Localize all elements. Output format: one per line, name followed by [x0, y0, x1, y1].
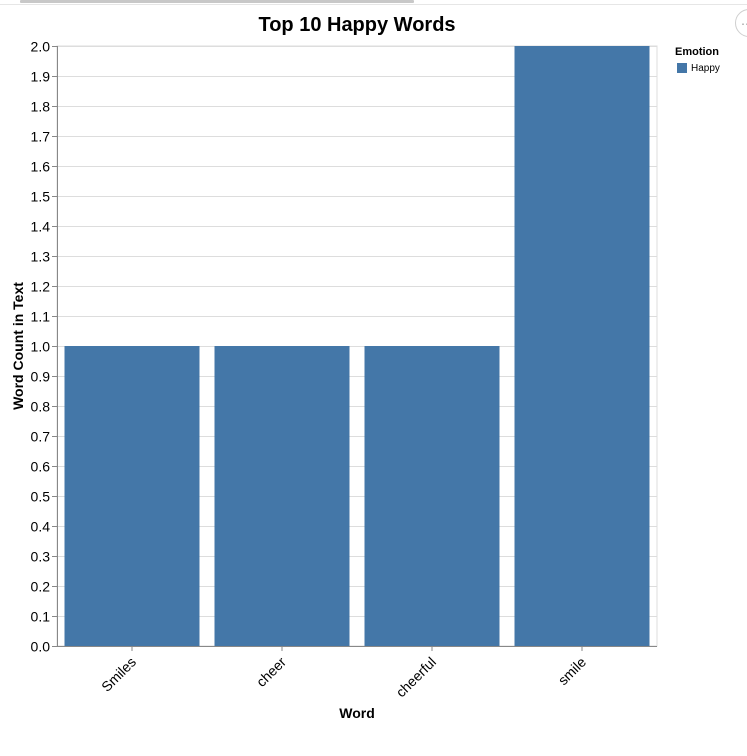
- y-tick-label: 0.2: [31, 579, 51, 595]
- y-tick-label: 2.0: [31, 39, 51, 55]
- bar-smile[interactable]: [514, 46, 650, 646]
- bar-smiles[interactable]: [64, 346, 200, 646]
- y-tick-label: 1.0: [31, 339, 51, 355]
- y-tick-label: 1.8: [31, 99, 51, 115]
- y-tick-label: 0.1: [31, 609, 51, 625]
- y-tick-label: 1.6: [31, 159, 51, 175]
- x-axis-title: Word: [339, 705, 375, 721]
- legend: Emotion Happy: [675, 46, 720, 74]
- y-tick-label: 0.0: [31, 639, 51, 655]
- x-axis: Smiles cheer cheerful smile: [57, 646, 657, 700]
- ellipsis-icon[interactable]: ⋯: [741, 17, 747, 31]
- y-tick-label: 1.4: [31, 219, 51, 235]
- bar-cheer[interactable]: [214, 346, 350, 646]
- x-tick-label: smile: [555, 654, 590, 689]
- bar-cheerful[interactable]: [364, 346, 500, 646]
- y-tick-label: 0.9: [31, 369, 51, 385]
- y-tick-label: 0.5: [31, 489, 51, 505]
- y-tick-label: 0.7: [31, 429, 51, 445]
- x-tick-label: Smiles: [98, 654, 139, 695]
- legend-title: Emotion: [675, 46, 719, 58]
- y-tick-label: 1.7: [31, 129, 51, 145]
- y-tick-label: 0.3: [31, 549, 51, 565]
- bars: [64, 46, 650, 646]
- legend-swatch-happy: [677, 63, 687, 73]
- y-tick-label: 1.1: [31, 309, 51, 325]
- legend-label-happy: Happy: [691, 63, 720, 74]
- y-tick-label: 1.2: [31, 279, 51, 295]
- horizontal-scrollbar[interactable]: [0, 0, 747, 5]
- chart-title: Top 10 Happy Words: [258, 14, 455, 36]
- scrollbar-thumb[interactable]: [20, 0, 414, 3]
- x-tick-label: cheerful: [393, 654, 440, 701]
- y-tick-label: 1.9: [31, 69, 51, 85]
- y-axis: 0.0 0.1 0.2 0.3 0.4 0.5 0.6 0.7 0.8 0.9 1.0 1.1 1.2 1…: [31, 39, 58, 655]
- y-tick-label: 1.3: [31, 249, 51, 265]
- y-axis-title: Word Count in Text: [10, 282, 26, 410]
- y-tick-label: 0.6: [31, 459, 51, 475]
- y-tick-label: 1.5: [31, 189, 51, 205]
- y-tick-label: 0.8: [31, 399, 51, 415]
- x-tick-label: cheer: [253, 654, 289, 690]
- y-tick-label: 0.4: [31, 519, 51, 535]
